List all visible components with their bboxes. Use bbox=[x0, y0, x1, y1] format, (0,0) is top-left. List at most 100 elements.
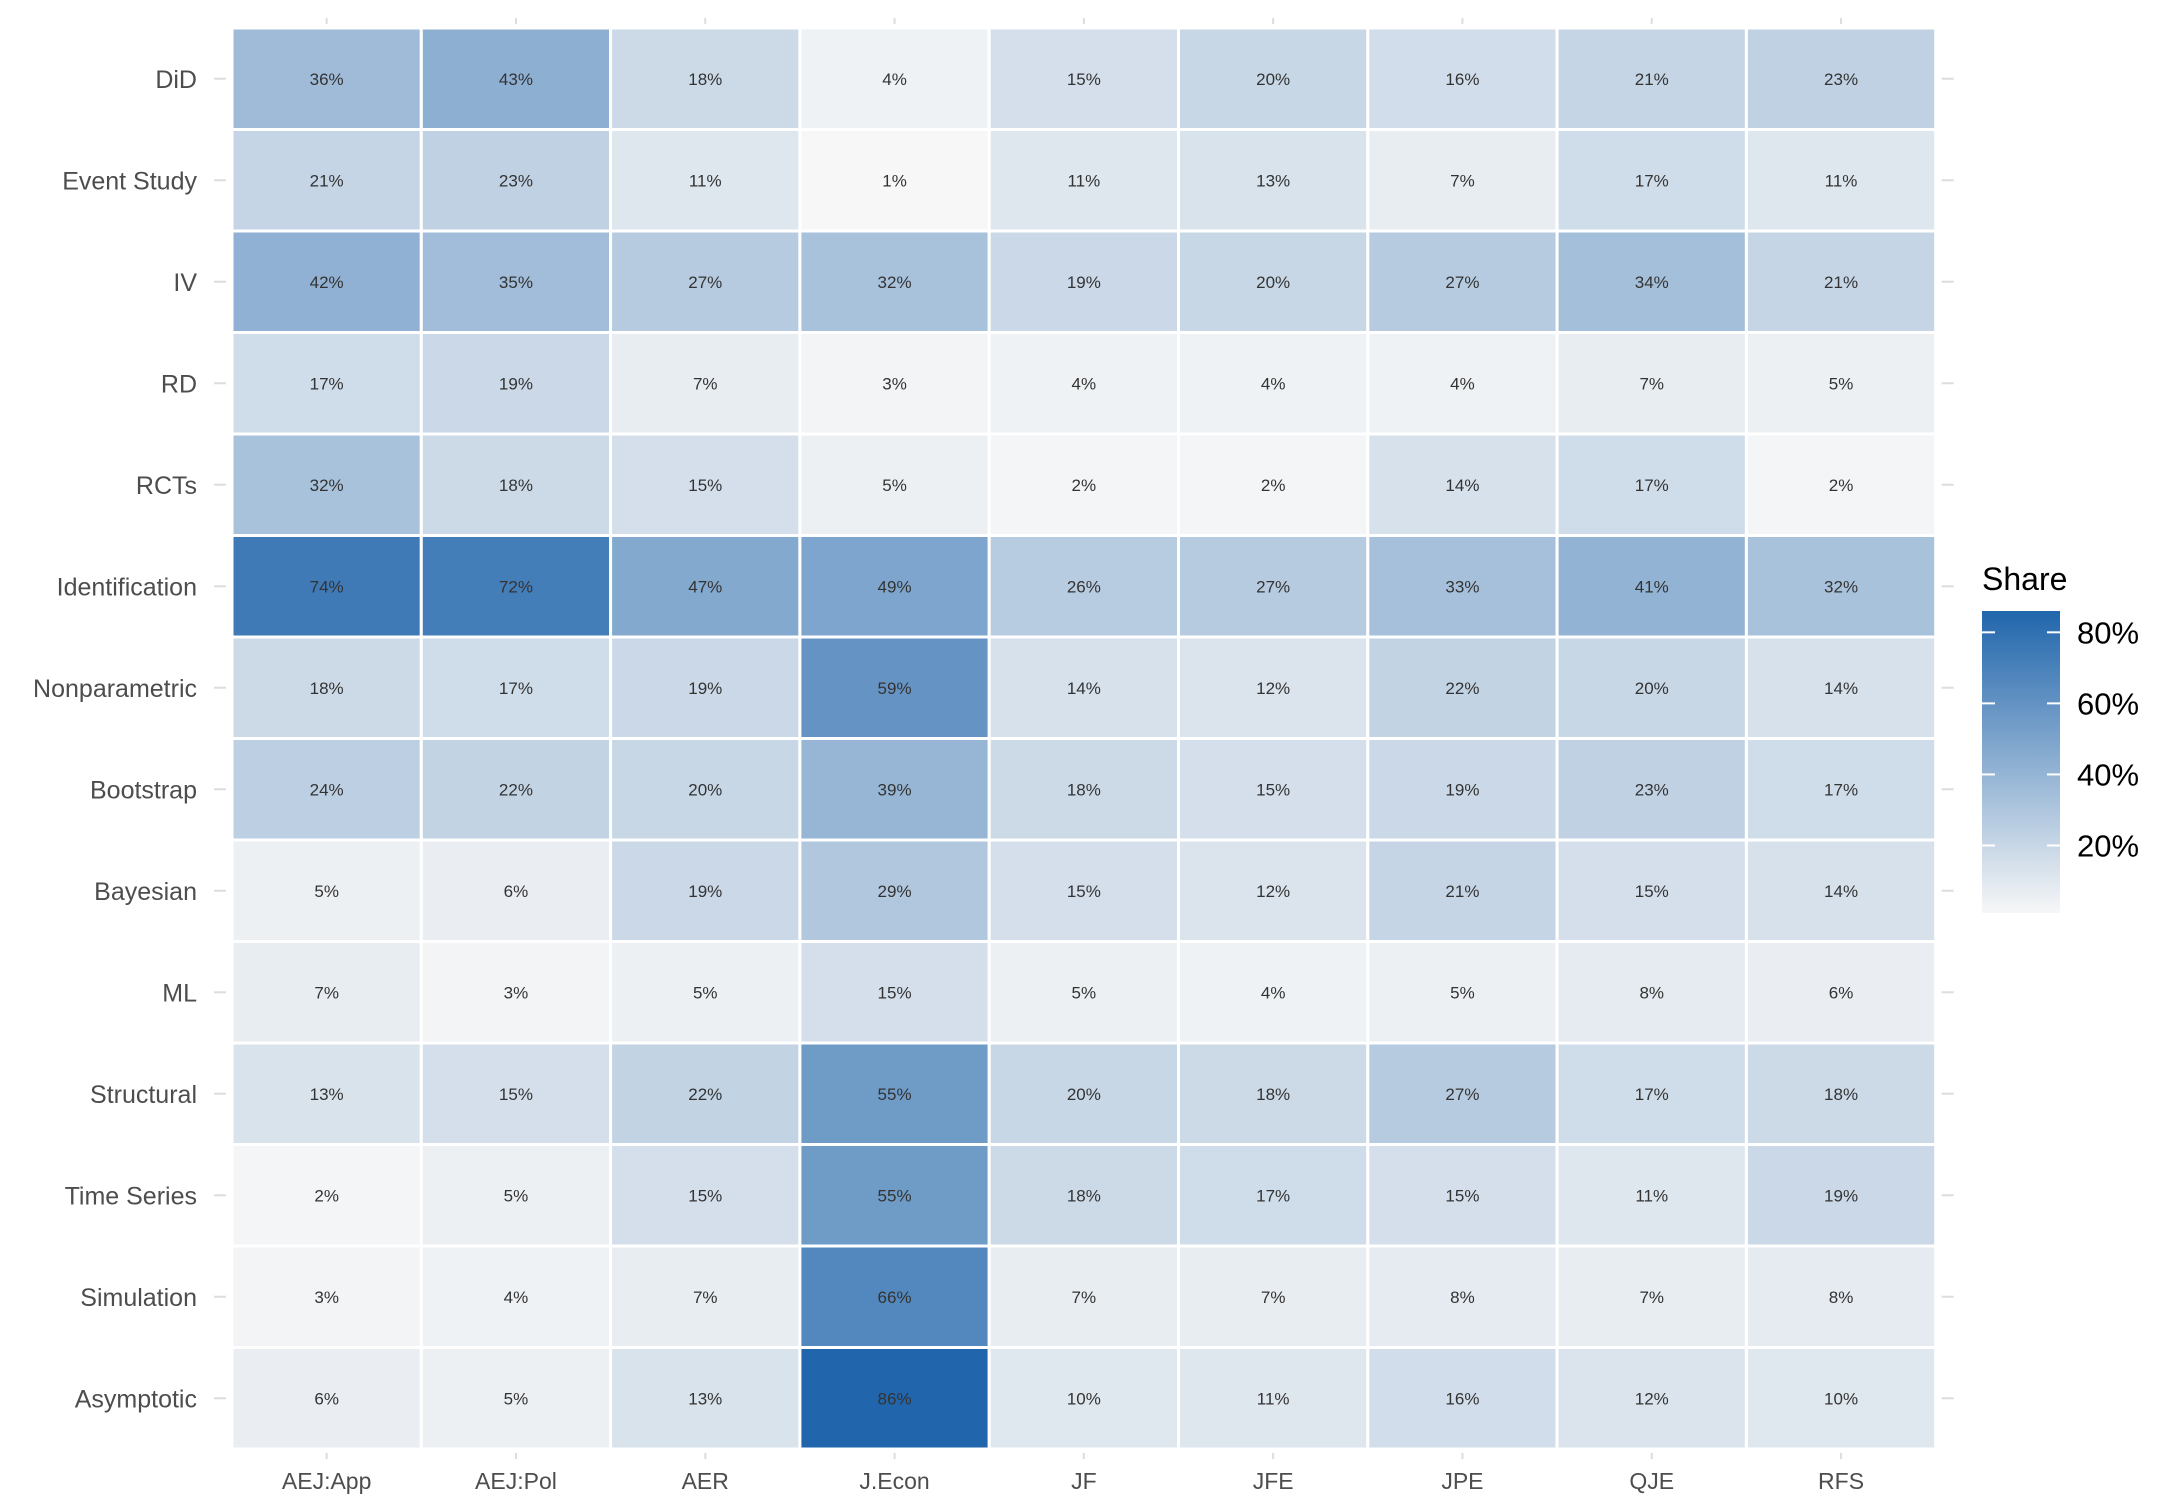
heatmap-cell bbox=[1366, 331, 1559, 436]
cell-value-label: 21% bbox=[1635, 70, 1669, 89]
cell-value-labels: 36% 43% 18% 4% 15% 20% 16% 21% 23% 21% 23% 11% 1% 11%… bbox=[310, 70, 1858, 1409]
heatmap-cell bbox=[1555, 1041, 1748, 1146]
cell-value-label: 14% bbox=[1445, 476, 1479, 495]
heatmap-cell bbox=[419, 1041, 613, 1146]
cell-value-label: 13% bbox=[310, 1085, 344, 1104]
heatmap-cell bbox=[419, 26, 613, 131]
cell-value-label: 47% bbox=[688, 577, 722, 596]
cell-value-label: 7% bbox=[693, 374, 718, 393]
cell-value-label: 12% bbox=[1256, 882, 1290, 901]
cell-value-label: 5% bbox=[882, 476, 907, 495]
heatmap-cell bbox=[798, 1346, 991, 1451]
heatmap-cell bbox=[987, 635, 1181, 740]
cell-value-label: 21% bbox=[1445, 882, 1479, 901]
legend-ticks: 20% 40% 60% 80% bbox=[1982, 615, 2139, 863]
heatmap-cell bbox=[609, 128, 802, 233]
heatmap-cell bbox=[987, 737, 1181, 842]
heatmap-cell bbox=[1366, 432, 1559, 537]
cell-value-label: 27% bbox=[1445, 1085, 1479, 1104]
heatmap-cell bbox=[987, 26, 1181, 131]
cell-value-label: 4% bbox=[1450, 374, 1475, 393]
legend-tick-label: 40% bbox=[2077, 757, 2139, 792]
heatmap-cell bbox=[609, 838, 802, 943]
cell-value-label: 32% bbox=[310, 476, 344, 495]
heatmap-cell bbox=[230, 838, 423, 943]
heatmap-cell bbox=[609, 940, 802, 1045]
heatmap-cell bbox=[1366, 635, 1559, 740]
cell-value-label: 39% bbox=[878, 780, 912, 799]
heatmap-cell bbox=[1744, 737, 1938, 842]
cell-value-label: 7% bbox=[693, 1288, 718, 1307]
heatmap-cell bbox=[230, 128, 423, 233]
heatmap-cell bbox=[1366, 737, 1559, 842]
cell-value-label: 6% bbox=[504, 882, 529, 901]
cell-value-label: 72% bbox=[499, 577, 533, 596]
cell-value-label: 4% bbox=[1072, 374, 1097, 393]
heatmap-cell bbox=[419, 534, 613, 639]
cell-value-label: 7% bbox=[1639, 374, 1664, 393]
heatmap-cell bbox=[230, 635, 423, 740]
cell-value-label: 3% bbox=[314, 1288, 339, 1307]
heatmap-cell bbox=[609, 1346, 802, 1451]
legend-title: Share bbox=[1982, 561, 2067, 597]
heatmap-cell bbox=[987, 534, 1181, 639]
heatmap-cell bbox=[1177, 635, 1370, 740]
cell-value-label: 59% bbox=[878, 679, 912, 698]
cell-value-label: 17% bbox=[499, 679, 533, 698]
heatmap-cell bbox=[419, 635, 613, 740]
heatmap-cell bbox=[798, 940, 991, 1045]
cell-value-label: 17% bbox=[1256, 1186, 1290, 1205]
cell-value-label: 35% bbox=[499, 273, 533, 292]
cell-value-label: 4% bbox=[1261, 983, 1286, 1002]
heatmap-cell bbox=[230, 331, 423, 436]
cell-value-label: 15% bbox=[1445, 1186, 1479, 1205]
heatmap-cell bbox=[230, 1244, 423, 1349]
heatmap-cell bbox=[1177, 940, 1370, 1045]
cell-value-label: 36% bbox=[310, 70, 344, 89]
cell-value-label: 5% bbox=[504, 1186, 529, 1205]
heatmap-cell bbox=[1555, 432, 1748, 537]
cell-value-label: 17% bbox=[1824, 780, 1858, 799]
x-axis-label: JFE bbox=[1253, 1468, 1294, 1494]
heatmap-cell bbox=[1366, 26, 1559, 131]
cell-value-label: 7% bbox=[1261, 1288, 1286, 1307]
cell-value-label: 19% bbox=[1445, 780, 1479, 799]
heatmap-cell bbox=[987, 331, 1181, 436]
heatmap-cell bbox=[1744, 1244, 1938, 1349]
cell-value-label: 66% bbox=[878, 1288, 912, 1307]
cell-value-label: 4% bbox=[1261, 374, 1286, 393]
axis-ticks bbox=[214, 18, 1954, 1459]
cell-value-label: 19% bbox=[1067, 273, 1101, 292]
heatmap-cell bbox=[1177, 1244, 1370, 1349]
cell-value-label: 32% bbox=[1824, 577, 1858, 596]
cell-value-label: 27% bbox=[1256, 577, 1290, 596]
heatmap-cell bbox=[609, 1041, 802, 1146]
heatmap-cell bbox=[1744, 26, 1938, 131]
legend-tick-label: 60% bbox=[2077, 686, 2139, 721]
cell-value-label: 21% bbox=[310, 171, 344, 190]
heatmap-cell bbox=[419, 838, 613, 943]
heatmap-cell bbox=[798, 635, 991, 740]
cell-value-label: 86% bbox=[878, 1389, 912, 1408]
cell-value-label: 5% bbox=[1450, 983, 1475, 1002]
cell-value-label: 18% bbox=[1824, 1085, 1858, 1104]
cell-value-label: 22% bbox=[1445, 679, 1479, 698]
cell-value-label: 3% bbox=[882, 374, 907, 393]
cell-value-label: 15% bbox=[1067, 70, 1101, 89]
cell-value-label: 55% bbox=[878, 1186, 912, 1205]
cell-value-label: 4% bbox=[504, 1288, 529, 1307]
cell-value-label: 5% bbox=[504, 1389, 529, 1408]
cell-value-label: 23% bbox=[1635, 780, 1669, 799]
heatmap-cell bbox=[798, 534, 991, 639]
cell-value-label: 15% bbox=[878, 983, 912, 1002]
y-axis-label: ML bbox=[162, 979, 197, 1007]
cell-value-label: 15% bbox=[499, 1085, 533, 1104]
legend-colorbar bbox=[1982, 611, 2060, 913]
y-axis-label: Nonparametric bbox=[33, 675, 197, 703]
cell-value-label: 11% bbox=[1257, 1389, 1290, 1408]
cell-value-label: 14% bbox=[1067, 679, 1101, 698]
heatmap-cell bbox=[1177, 534, 1370, 639]
cell-value-label: 21% bbox=[1824, 273, 1858, 292]
cell-value-label: 17% bbox=[1635, 1085, 1669, 1104]
